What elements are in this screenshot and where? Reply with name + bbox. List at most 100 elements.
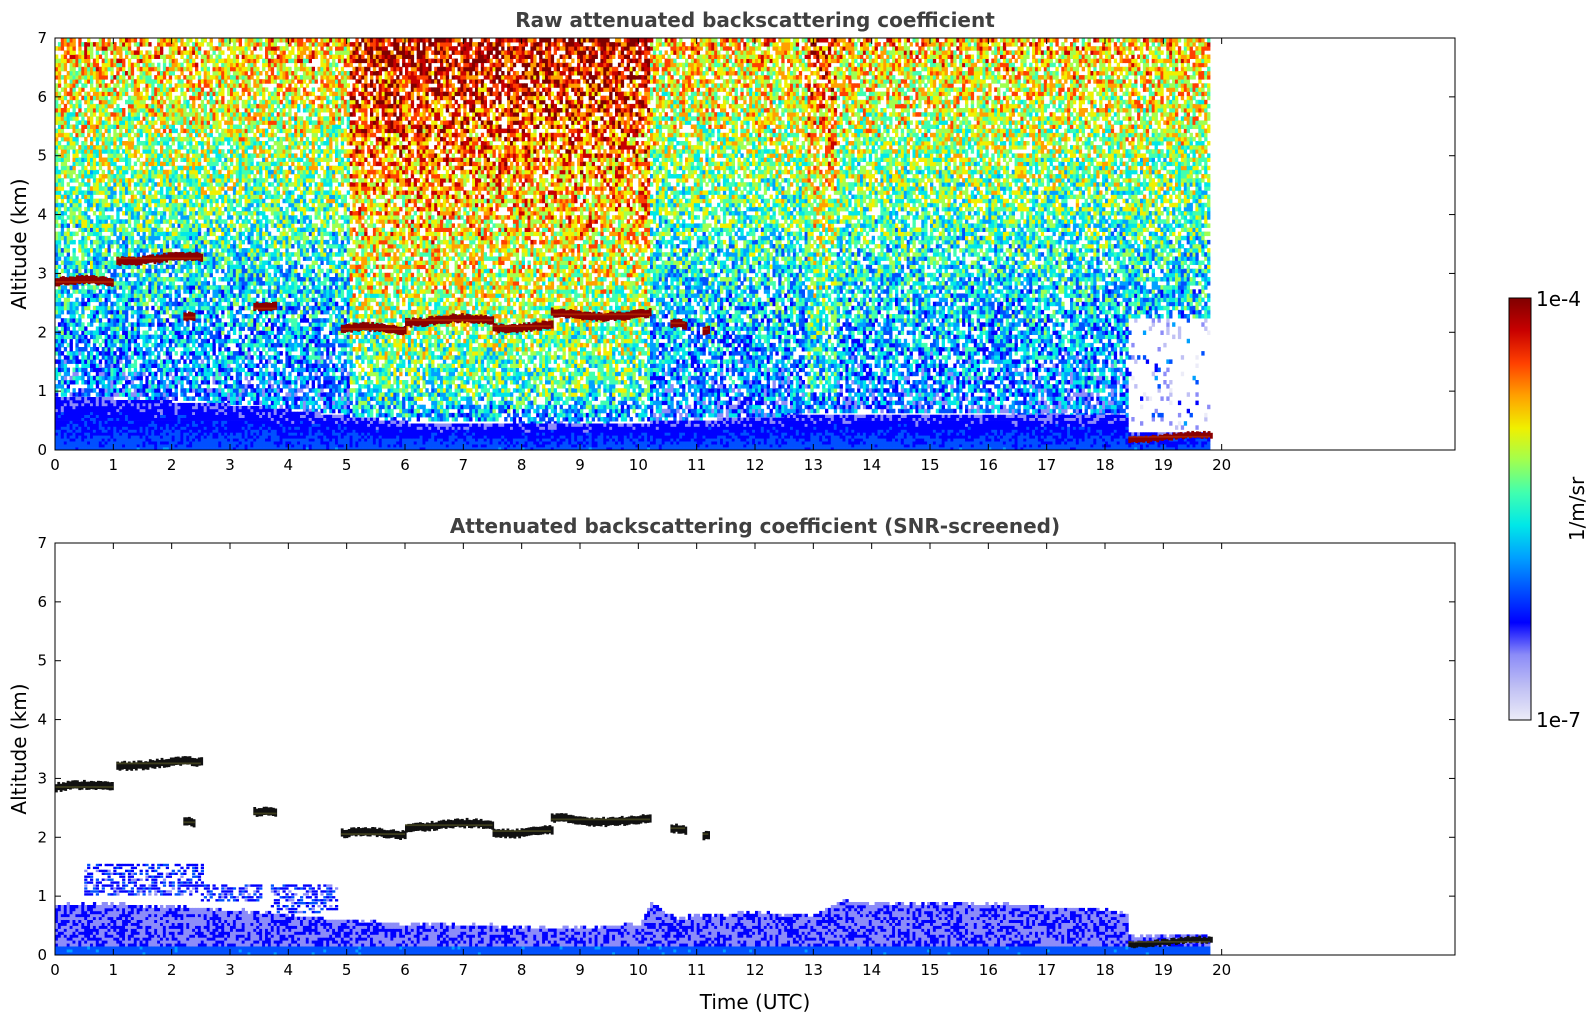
x-tick-label: 4 (284, 456, 294, 474)
y-tick-label: 4 (37, 711, 47, 729)
raw-heatmap (55, 38, 1213, 450)
x-tick-label: 10 (629, 961, 648, 979)
x-tick-label: 20 (1212, 456, 1231, 474)
cloud-layer-core (670, 322, 685, 325)
x-tick-label: 18 (1095, 961, 1114, 979)
cloud-layer-core (405, 319, 493, 322)
x-tick-label: 18 (1095, 456, 1114, 474)
colorbar-unit-label: 1/m/sr (1565, 476, 1589, 541)
x-tick-label: 17 (1037, 961, 1056, 979)
cloud-layers (55, 756, 1213, 949)
raw-panel-title: Raw attenuated backscattering coefficien… (515, 8, 995, 32)
y-tick-label: 6 (37, 593, 47, 611)
x-tick-label: 19 (1154, 456, 1173, 474)
cloud-layer-core (702, 328, 709, 330)
x-tick-label: 15 (920, 961, 939, 979)
x-tick-label: 7 (459, 456, 469, 474)
y-tick-label: 3 (37, 264, 47, 282)
x-tick-label: 5 (342, 456, 352, 474)
cloud-layer-core (253, 812, 277, 815)
x-tick-label: 4 (284, 961, 294, 979)
x-tick-label: 3 (225, 961, 235, 979)
snr-screened-panel: Attenuated backscattering coefficient (S… (7, 514, 1456, 1014)
cloud-layer-core (1128, 435, 1210, 438)
x-tick-label: 12 (745, 961, 764, 979)
x-tick-label: 10 (629, 456, 648, 474)
x-tick-label: 16 (979, 456, 998, 474)
x-tick-label: 6 (400, 961, 410, 979)
x-tick-label: 5 (342, 961, 352, 979)
x-tick-label: 15 (920, 456, 939, 474)
cloud-layer-core (340, 328, 405, 330)
colorbar-gradient (1509, 298, 1531, 720)
x-tick-label: 9 (575, 456, 585, 474)
y-tick-label: 4 (37, 206, 47, 224)
cloud-layer-core (183, 821, 195, 824)
cloud-layer-core (1128, 940, 1210, 943)
cloud-layer-core (55, 281, 114, 283)
cloud-layer-core (492, 325, 551, 327)
screened-heatmap (55, 756, 1213, 955)
y-tick-label: 7 (37, 534, 47, 552)
x-tick-label: 9 (575, 961, 585, 979)
x-tick-label: 2 (167, 961, 177, 979)
x-tick-label: 20 (1212, 961, 1231, 979)
x-tick-label: 11 (687, 456, 706, 474)
cloud-layer-core (550, 313, 650, 316)
cloud-layer-core (492, 830, 551, 832)
screened-plot-frame (54, 542, 1456, 956)
colorbar: 1e-4 1e-7 1/m/sr (1508, 287, 1589, 732)
cloud-layers (55, 251, 1213, 444)
cloud-layer-core (116, 762, 201, 765)
cloud-layer-core (670, 827, 685, 830)
x-tick-label: 1 (109, 456, 119, 474)
x-axis-label: Time (UTC) (699, 990, 811, 1014)
x-tick-label: 8 (517, 456, 527, 474)
colorbar-max-label: 1e-4 (1536, 287, 1581, 311)
cloud-layer-core (405, 824, 493, 827)
x-tick-label: 0 (50, 961, 60, 979)
y-tick-label: 7 (37, 29, 47, 47)
cloud-layer-core (702, 833, 709, 835)
x-tick-label: 0 (50, 456, 60, 474)
x-tick-label: 16 (979, 961, 998, 979)
x-tick-label: 12 (745, 456, 764, 474)
y-tick-label: 5 (37, 652, 47, 670)
raw-y-axis-label: Altitude (km) (7, 178, 31, 309)
x-tick-label: 7 (459, 961, 469, 979)
cloud-layer-core (340, 833, 405, 835)
cloud-layer-core (55, 786, 114, 788)
x-tick-label: 14 (862, 456, 881, 474)
y-tick-label: 5 (37, 147, 47, 165)
x-tick-label: 8 (517, 961, 527, 979)
x-tick-label: 2 (167, 456, 177, 474)
cloud-layer-core (183, 316, 195, 319)
y-tick-label: 0 (37, 946, 47, 964)
x-tick-label: 11 (687, 961, 706, 979)
screened-panel-title: Attenuated backscattering coefficient (S… (450, 514, 1060, 538)
y-tick-label: 2 (37, 828, 47, 846)
x-tick-label: 6 (400, 456, 410, 474)
raw-noise-field (55, 38, 1211, 430)
x-tick-label: 17 (1037, 456, 1056, 474)
x-tick-label: 13 (804, 961, 823, 979)
x-tick-label: 13 (804, 456, 823, 474)
x-tick-label: 14 (862, 961, 881, 979)
colorbar-min-label: 1e-7 (1536, 708, 1581, 732)
screened-y-axis-label: Altitude (km) (7, 683, 31, 814)
cloud-layer-core (116, 257, 201, 260)
y-tick-label: 3 (37, 769, 47, 787)
x-tick-label: 3 (225, 456, 235, 474)
screened-boundary-layer (55, 899, 1211, 955)
y-tick-label: 2 (37, 323, 47, 341)
cloud-layer-core (550, 818, 650, 821)
raw-backscatter-panel: Raw attenuated backscattering coefficien… (7, 8, 1456, 474)
colorbar-frame (1508, 297, 1532, 721)
y-tick-label: 1 (37, 887, 47, 905)
cloud-layer-core (253, 307, 277, 310)
screened-aerosol-patches (84, 863, 339, 914)
y-tick-label: 1 (37, 382, 47, 400)
